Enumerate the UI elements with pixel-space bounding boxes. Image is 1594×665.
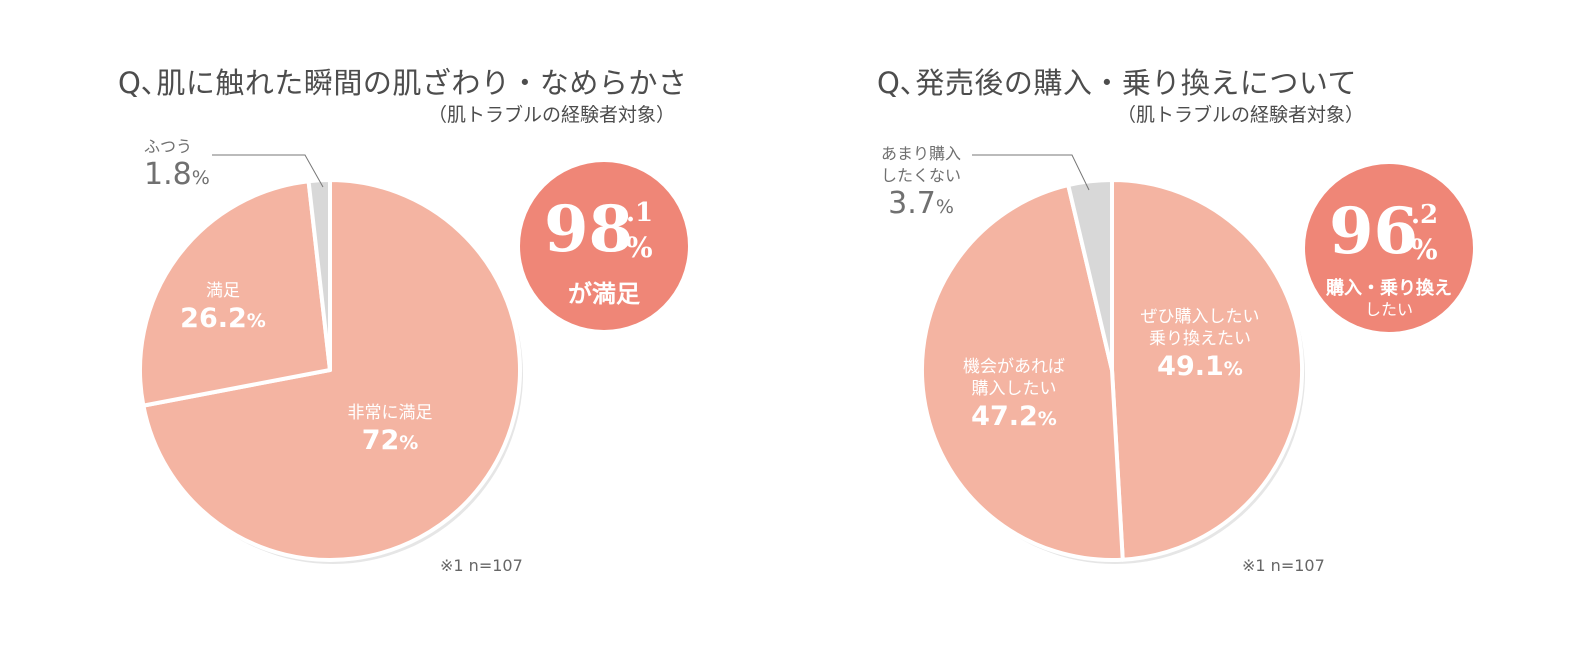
slice-name-line1: ぜひ購入したい — [1140, 307, 1260, 327]
slice-value: 26.2 — [180, 303, 247, 334]
leader-line-amari — [972, 154, 1090, 191]
badge-decimal: .2 — [1411, 200, 1439, 230]
badge-unit: % — [1411, 233, 1438, 266]
badge-caption-line1: 購入・乗り換え — [1326, 278, 1452, 299]
pie-slices — [138, 177, 523, 564]
unit: % — [246, 310, 266, 332]
pie-chart-satisfaction — [138, 154, 523, 564]
unit: % — [191, 167, 210, 189]
slice-name-line1: あまり購入 — [880, 144, 961, 163]
slice-amari-kounyuu-shitakunai — [1066, 178, 1114, 372]
chart-panel-purchase: Q､発売後の購入・乗り換えについて （肌トラブルの経験者対象） あまり購入 した… — [797, 0, 1594, 665]
badge-unit: % — [626, 231, 653, 264]
slice-name-line2: したくない — [880, 166, 961, 185]
chart-panel-satisfaction: Q､肌に触れた瞬間の肌ざわり・なめらかさ （肌トラブルの経験者対象） ふつう 1… — [118, 66, 688, 575]
slice-label-hijou-ni-manzoku: 非常に満足 72% — [330, 402, 450, 460]
leader-line-futsuu — [212, 154, 324, 188]
slice-name: ふつう — [144, 137, 193, 156]
summary-badge: 96 .2 % 購入・乗り換え したい — [1305, 164, 1473, 332]
chart-title: Q､肌に触れた瞬間の肌ざわり・なめらかさ — [118, 66, 688, 100]
slice-name: 満足 — [206, 281, 240, 301]
slice-name-line1: 機会があれば — [963, 357, 1065, 377]
sample-size-note: ※1 n=107 — [1242, 556, 1325, 575]
slice-name-line2: 乗り換えたい — [1149, 329, 1251, 349]
slice-value: 3.7 — [888, 186, 936, 221]
badge-caption-line2: したい — [1364, 300, 1413, 319]
slice-manzoku — [138, 179, 332, 408]
slice-label-manzoku: 満足 26.2% — [178, 280, 268, 338]
chart-title: Q､発売後の購入・乗り換えについて — [877, 66, 1357, 100]
chart-subtitle: （肌トラブルの経験者対象） — [428, 104, 676, 126]
slice-label-amari: あまり購入 したくない 3.7% — [877, 143, 965, 224]
slice-name-line2: 購入したい — [971, 379, 1057, 399]
badge-decimal: .1 — [626, 198, 654, 228]
badge-main-number: 96 — [1329, 194, 1419, 269]
slice-value: 72 — [361, 425, 400, 456]
summary-badge: 98 .1 % が満足 — [520, 162, 688, 330]
slice-kikai-ga-areba — [920, 183, 1125, 563]
slice-value: 1.8 — [144, 157, 192, 192]
slice-label-futsuu: ふつう 1.8% — [144, 136, 210, 195]
slice-value: 47.2 — [971, 401, 1038, 432]
chart-subtitle: （肌トラブルの経験者対象） — [1117, 104, 1365, 126]
badge-caption: が満足 — [568, 280, 640, 308]
unit: % — [935, 196, 954, 218]
pie-chart-purchase — [920, 154, 1305, 564]
slice-zehi-kounyuu — [1110, 178, 1304, 562]
badge-main-number: 98 — [544, 192, 634, 267]
sample-size-note: ※1 n=107 — [440, 556, 523, 575]
unit: % — [399, 432, 419, 454]
unit: % — [1037, 408, 1057, 430]
slice-value: 49.1 — [1157, 351, 1224, 382]
unit: % — [1223, 358, 1243, 380]
slice-label-zehi: ぜひ購入したい 乗り換えたい 49.1% — [1130, 306, 1270, 386]
slice-label-kikai: 機会があれば 購入したい 47.2% — [949, 356, 1079, 436]
slice-name: 非常に満足 — [347, 403, 433, 423]
pie-slices — [920, 178, 1305, 564]
